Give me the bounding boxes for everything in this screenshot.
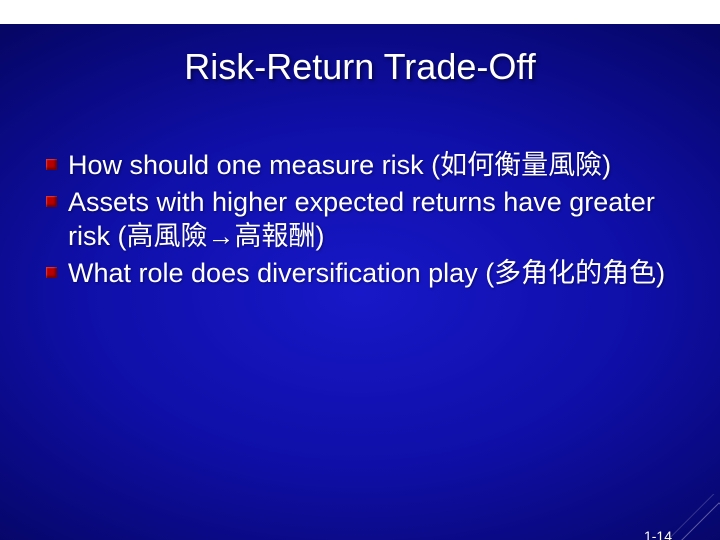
bullet-item: How should one measure risk (如何衡量風險) bbox=[44, 148, 676, 183]
bullet-item: What role does diversification play (多角化… bbox=[44, 256, 676, 291]
slide-body: How should one measure risk (如何衡量風險) Ass… bbox=[0, 112, 720, 290]
slide-title: Risk-Return Trade-Off bbox=[0, 24, 720, 88]
bullet-item: Assets with higher expected returns have… bbox=[44, 185, 676, 254]
bullet-list: How should one measure risk (如何衡量風險) Ass… bbox=[44, 148, 676, 290]
slide-container: Risk-Return Trade-Off How should one mea… bbox=[0, 24, 720, 540]
page-number: 1-14 bbox=[644, 528, 672, 540]
